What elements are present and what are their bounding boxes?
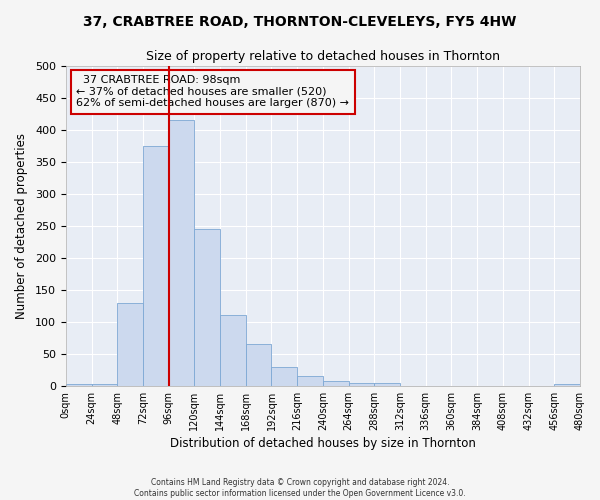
Text: 37 CRABTREE ROAD: 98sqm
← 37% of detached houses are smaller (520)
62% of semi-d: 37 CRABTREE ROAD: 98sqm ← 37% of detache… [76,75,349,108]
X-axis label: Distribution of detached houses by size in Thornton: Distribution of detached houses by size … [170,437,476,450]
Bar [169,120,194,386]
Bar [271,366,297,386]
Bar [349,382,374,386]
Text: Contains HM Land Registry data © Crown copyright and database right 2024.
Contai: Contains HM Land Registry data © Crown c… [134,478,466,498]
Bar [246,344,271,386]
Bar [323,381,349,386]
Bar [554,384,580,386]
Bar [220,316,246,386]
Bar [92,384,117,386]
Bar [297,376,323,386]
Bar [374,382,400,386]
Bar [117,302,143,386]
Y-axis label: Number of detached properties: Number of detached properties [15,132,28,319]
Text: 37, CRABTREE ROAD, THORNTON-CLEVELEYS, FY5 4HW: 37, CRABTREE ROAD, THORNTON-CLEVELEYS, F… [83,15,517,29]
Title: Size of property relative to detached houses in Thornton: Size of property relative to detached ho… [146,50,500,63]
Bar [143,146,169,386]
Bar [194,229,220,386]
Bar [66,384,92,386]
